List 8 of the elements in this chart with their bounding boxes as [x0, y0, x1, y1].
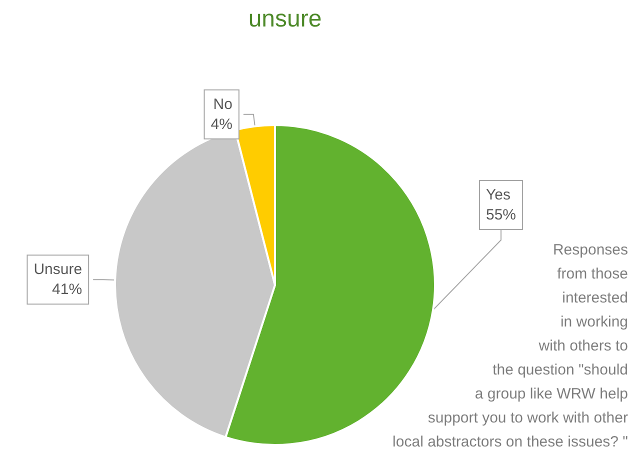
data-label: 55%	[486, 206, 516, 224]
slice-label: Yes	[486, 186, 510, 204]
data-label: 4%	[210, 116, 232, 133]
slice-label: Unsure	[34, 261, 82, 278]
text: Responses from those interested in working with others to the question "should a group like WRW help support you to work with other local abstractors on these issues? "	[392, 242, 628, 450]
data-label: 41%	[52, 281, 82, 298]
chart-title: unsure	[248, 6, 322, 32]
slice-label: No	[213, 96, 232, 113]
